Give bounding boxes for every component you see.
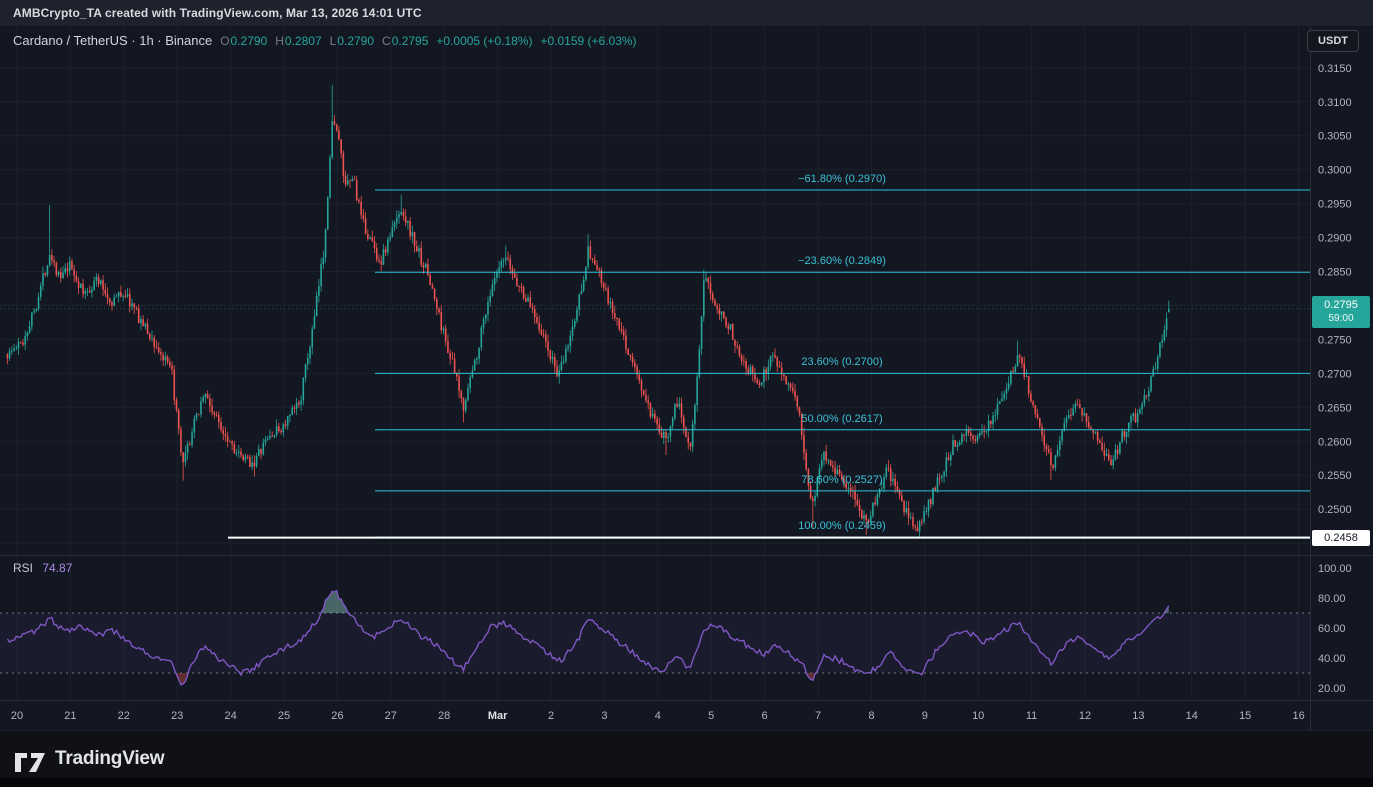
time-axis-label: 7 [815,710,821,722]
time-axis-label: 10 [972,710,984,722]
tradingview-logomark [15,753,45,772]
time-axis-label: 24 [224,710,236,722]
footer-bar: TradingView [0,730,1373,787]
window-edge [0,778,1373,787]
rsi-value: 74.87 [42,561,73,575]
time-axis-label: 12 [1079,710,1091,722]
rsi-label: RSI [13,561,34,575]
current-price-text: 0.2795 [1324,298,1358,311]
high-label: H [275,34,284,48]
time-axis-label: 28 [438,710,450,722]
time-axis-label: 23 [171,710,183,722]
rsi-scale-label: 20.00 [1318,683,1346,695]
time-axis-label: 4 [655,710,661,722]
time-axis-label: 5 [708,710,714,722]
price-scale-label: 0.2850 [1318,267,1352,279]
price-scale-label: 0.2950 [1318,199,1352,211]
bar-countdown: 59:00 [1328,312,1354,324]
open-value: 0.2790 [230,34,268,48]
price-scale-label: 0.2900 [1318,233,1352,245]
time-axis-label: 25 [278,710,290,722]
rsi-band [0,613,1310,673]
price-scale-label: 0.3000 [1318,165,1352,177]
rsi-scale-label: 100.00 [1318,563,1352,575]
time-axis-label: 9 [922,710,928,722]
rsi-scale-label: 40.00 [1318,653,1346,665]
close-value: 0.2795 [391,34,429,48]
price-scale-label: 0.3150 [1318,63,1352,75]
currency-toggle-button[interactable]: USDT [1307,30,1359,52]
current-price-badge: 0.2795 59:00 [1312,295,1370,328]
time-axis-label: 26 [331,710,343,722]
time-axis-label: 13 [1132,710,1144,722]
symbol-title[interactable]: Cardano / TetherUS · 1h · Binance [13,33,213,48]
time-axis-label: 3 [601,710,607,722]
time-axis-label: Mar [488,710,508,722]
close-label: C [382,34,391,48]
time-axis-label: 2 [548,710,554,722]
price-scale-label: 0.3100 [1318,97,1352,109]
time-axis-label: 11 [1026,710,1037,722]
change-value: +0.0005 (+0.18%) [436,34,533,48]
time-axis-label: 14 [1186,710,1198,722]
session-change-value: +0.0159 (+6.03%) [540,34,637,48]
time-axis-label: 27 [385,710,397,722]
price-scale-label: 0.2650 [1318,402,1352,414]
time-axis-label: 21 [64,710,76,722]
top-attribution-bar: AMBCrypto_TA created with TradingView.co… [0,0,1373,27]
rsi-legend: RSI 74.87 [13,561,72,575]
price-scale-label: 0.3050 [1318,131,1352,143]
time-axis-label: 20 [11,710,23,722]
tradingview-logo-text: TradingView [55,748,165,769]
price-scale-label: 0.2550 [1318,470,1352,482]
high-value: 0.2807 [284,34,322,48]
low-label: L [329,34,337,48]
time-axis-label: 6 [762,710,768,722]
low-value: 0.2790 [337,34,375,48]
price-scale-label: 0.2600 [1318,436,1352,448]
grid [0,27,1310,700]
rsi-scale-label: 80.00 [1318,593,1346,605]
candlestick-series [6,84,1170,538]
open-label: O [220,34,230,48]
tradingview-logo[interactable]: TradingView [13,745,165,773]
rsi-line [6,589,1170,686]
time-axis-label: 22 [118,710,130,722]
price-scale-label: 0.2750 [1318,334,1352,346]
price-scale-label: 0.2500 [1318,504,1352,516]
fib-retracement-lines[interactable] [375,189,1310,538]
symbol-legend: Cardano / TetherUS · 1h · Binance O 0.279… [13,33,637,48]
time-axis-label: 8 [868,710,874,722]
price-scale-label: 0.2700 [1318,368,1352,380]
marked-price-badge: 0.2458 [1312,529,1370,546]
attribution-text: AMBCrypto_TA created with TradingView.co… [13,6,422,20]
time-axis-label: 16 [1292,710,1304,722]
rsi-scale-label: 60.00 [1318,623,1346,635]
time-axis-label: 15 [1239,710,1251,722]
